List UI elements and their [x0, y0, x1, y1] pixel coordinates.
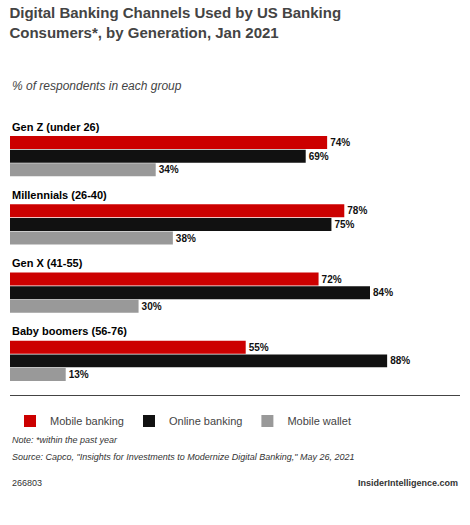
svg-text:30%: 30%	[142, 301, 162, 312]
svg-text:69%: 69%	[309, 151, 329, 162]
svg-text:Mobile wallet: Mobile wallet	[287, 415, 351, 427]
svg-text:78%: 78%	[347, 205, 367, 216]
svg-text:34%: 34%	[159, 164, 179, 175]
svg-text:13%: 13%	[69, 369, 89, 380]
svg-text:Gen X (41-55): Gen X (41-55)	[12, 257, 83, 269]
svg-text:Millennials (26-40): Millennials (26-40)	[12, 189, 107, 201]
svg-text:Online banking: Online banking	[169, 415, 242, 427]
svg-text:Digital Banking Channels Used: Digital Banking Channels Used by US Bank…	[9, 4, 341, 41]
svg-text:38%: 38%	[176, 233, 196, 244]
svg-text:% of respondents in each group: % of respondents in each group	[12, 79, 182, 93]
svg-text:Note: *within the past year: Note: *within the past year	[12, 435, 118, 445]
svg-text:75%: 75%	[334, 219, 354, 230]
svg-text:84%: 84%	[373, 287, 393, 298]
svg-text:88%: 88%	[390, 355, 410, 366]
svg-text:Source: Capco, "Insights for I: Source: Capco, "Insights for Investments…	[12, 452, 355, 462]
svg-text:266803: 266803	[12, 478, 42, 488]
svg-text:Mobile banking: Mobile banking	[50, 415, 124, 427]
svg-text:74%: 74%	[330, 137, 350, 148]
svg-text:Baby boomers (56-76): Baby boomers (56-76)	[12, 325, 127, 337]
svg-text:Gen Z (under 26): Gen Z (under 26)	[12, 121, 100, 133]
svg-text:InsiderIntelligence.com: InsiderIntelligence.com	[358, 478, 458, 488]
svg-text:72%: 72%	[322, 274, 342, 285]
svg-text:55%: 55%	[249, 342, 269, 353]
